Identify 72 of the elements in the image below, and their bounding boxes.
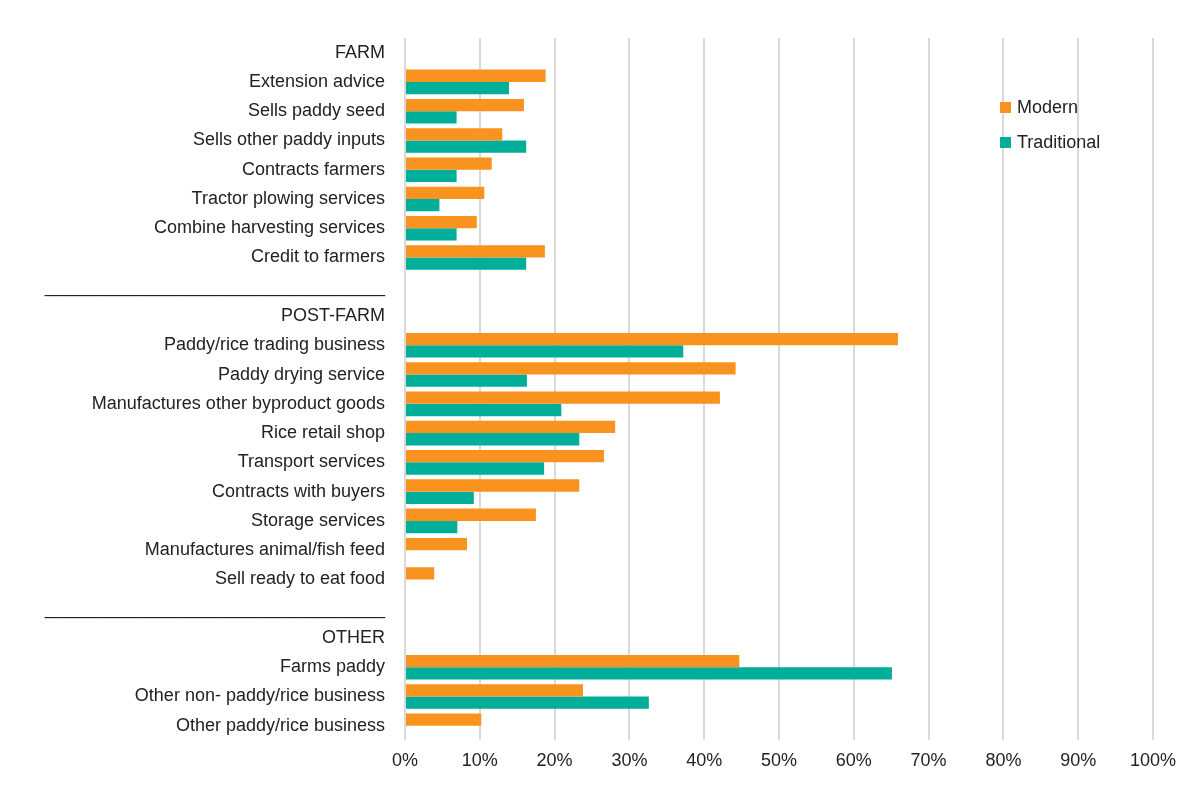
bar [406, 169, 457, 182]
bar [406, 245, 545, 258]
bar [406, 520, 458, 534]
bar [406, 362, 736, 375]
bar [406, 684, 584, 697]
y-tick-label: Storage services [250, 509, 385, 530]
bar [406, 228, 457, 241]
bar [406, 128, 503, 141]
bar [406, 450, 604, 463]
bar [406, 479, 580, 492]
bar [406, 420, 616, 434]
y-tick-label: Credit to farmers [250, 246, 385, 267]
x-tick-label: 50% [760, 750, 798, 771]
y-tick-label: OTHER [322, 626, 385, 647]
x-tick-label: 70% [910, 750, 947, 771]
y-tick-label: Combine harvesting services [153, 217, 385, 238]
y-tick-label: FARM [334, 41, 385, 62]
bar [406, 333, 898, 346]
x-tick-label: 10% [461, 750, 498, 771]
bar [406, 81, 509, 95]
legend-label: Modern [1017, 97, 1079, 118]
bar [406, 186, 485, 199]
bar [406, 403, 562, 417]
bar [406, 491, 474, 504]
bar [406, 462, 545, 475]
bar [406, 567, 435, 580]
bar [406, 98, 524, 112]
x-tick-label: 60% [835, 750, 872, 771]
bar [406, 391, 720, 404]
y-tick-label: Farms paddy [279, 656, 385, 677]
y-tick-label: Contracts with buyers [211, 480, 385, 501]
y-tick-label: Sells other paddy inputs [192, 129, 385, 150]
bar [406, 111, 457, 124]
x-tick-label: 90% [1060, 750, 1097, 771]
y-tick-label: Sells paddy seed [247, 100, 385, 121]
y-tick-label: Sell ready to eat food [214, 568, 385, 589]
y-tick-label: Rice retail shop [260, 422, 385, 443]
bar [406, 713, 482, 726]
bar [406, 69, 546, 82]
y-tick-label: Manufactures animal/fish feed [144, 539, 385, 560]
y-tick-label: Manufactures other byproduct goods [91, 392, 385, 413]
x-tick-label: 80% [985, 750, 1022, 771]
y-tick-label: POST-FARM [280, 305, 385, 325]
bar [406, 215, 477, 229]
bar [406, 433, 580, 446]
y-tick-label: Other paddy/rice business [175, 714, 385, 735]
bar [406, 140, 527, 153]
x-tick-label: 40% [686, 750, 723, 771]
bar [406, 374, 527, 387]
bar [406, 345, 684, 358]
bar [406, 198, 440, 212]
y-tick-label: Paddy/rice trading business [163, 334, 385, 355]
bar [406, 696, 649, 709]
y-tick-label: __________________________________ [43, 597, 386, 619]
bar [406, 667, 892, 680]
bar [406, 508, 536, 521]
bar [406, 654, 740, 668]
x-tick-label: 100% [1129, 750, 1177, 771]
y-tick-label: Contracts farmers [241, 158, 385, 179]
legend-label: Traditional [1017, 132, 1101, 153]
bar [406, 537, 468, 551]
y-tick-label: Other non- paddy/rice business [134, 685, 385, 706]
y-tick-label: Extension advice [248, 70, 385, 91]
y-tick-label: Tractor plowing services [191, 187, 385, 208]
x-tick-label: 30% [611, 750, 648, 771]
y-tick-label: __________________________________ [43, 275, 386, 297]
y-tick-label: Paddy drying service [217, 363, 385, 384]
bar [406, 157, 492, 170]
bar [406, 257, 527, 270]
y-tick-label: Transport services [237, 451, 385, 472]
x-tick-label: 0% [391, 750, 419, 771]
x-tick-label: 20% [536, 750, 573, 771]
